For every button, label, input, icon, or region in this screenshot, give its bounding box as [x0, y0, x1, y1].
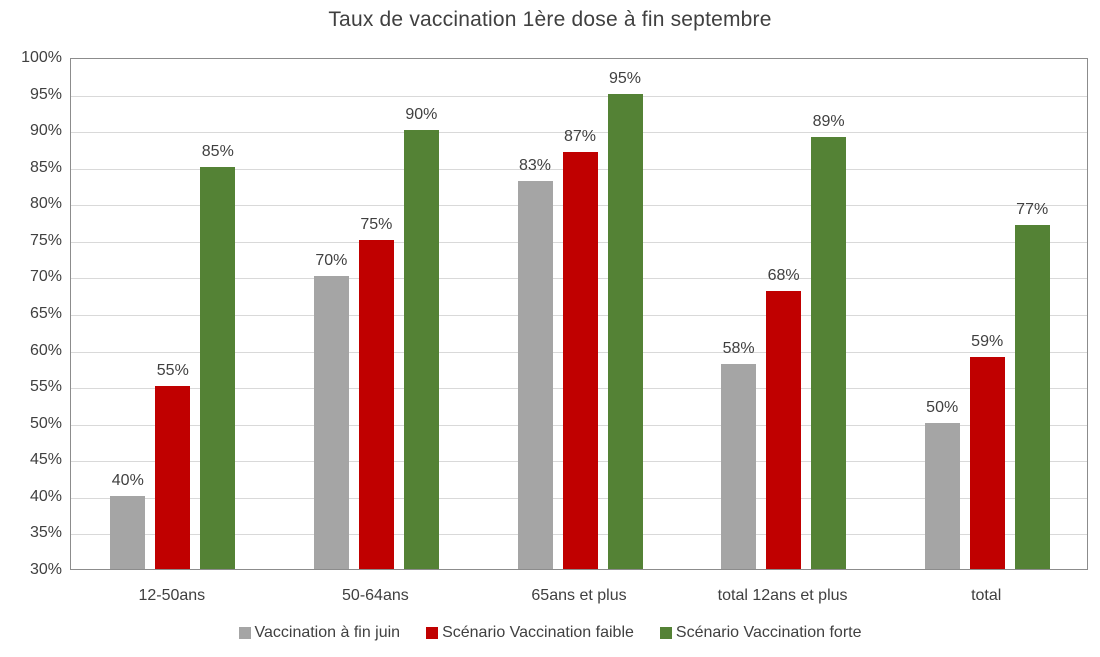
legend-label: Scénario Vaccination forte — [675, 624, 862, 641]
legend-swatch-icon — [238, 627, 251, 639]
chart-title: Taux de vaccination 1ère dose à fin sept… — [328, 8, 772, 31]
y-tick-label: 95% — [29, 85, 62, 103]
legend-swatch-icon — [659, 627, 672, 639]
y-tick-label: 50% — [29, 414, 62, 432]
y-tick-label: 75% — [29, 231, 62, 249]
y-tick-label: 60% — [29, 341, 62, 359]
x-tick-label: total 12ans et plus — [717, 587, 848, 604]
plot-area: 40% 55% 85% 70% 75% 90% 83% 87% 95% 58% 68% 89% 50% 5… — [70, 58, 1088, 570]
data-label: 40% — [111, 471, 144, 489]
bar — [562, 152, 598, 569]
bar — [403, 130, 439, 569]
y-tick-label: 65% — [29, 305, 62, 322]
x-tick-label: 65ans et plus — [531, 587, 627, 604]
bar — [924, 422, 960, 569]
y-tick-label: 70% — [29, 268, 62, 286]
x-tick-label: total — [971, 587, 1002, 604]
data-label: 83% — [518, 157, 552, 175]
data-label: 68% — [767, 267, 800, 285]
y-tick-label: 80% — [29, 195, 62, 213]
y-tick-label: 30% — [29, 561, 62, 578]
data-label: 95% — [608, 69, 642, 87]
legend-label: Vaccination à fin juin — [254, 624, 401, 641]
bar — [110, 495, 146, 569]
bar — [200, 166, 236, 569]
data-label: 90% — [405, 106, 438, 124]
y-tick-label: 85% — [29, 158, 62, 176]
bar — [607, 93, 643, 569]
legend-label: Scénario Vaccination faible — [442, 624, 634, 641]
legend-item: Scénario Vaccination faible — [426, 624, 634, 642]
legend-swatch-icon — [426, 627, 439, 639]
x-tick-label: 12-50ans — [138, 587, 206, 604]
data-label: 89% — [812, 113, 845, 131]
legend: Vaccination à fin juin Scénario Vaccinati… — [0, 624, 1100, 642]
bar — [969, 356, 1005, 569]
y-tick-label: 55% — [29, 378, 62, 396]
x-tick-label: 50-64ans — [342, 587, 409, 604]
data-label: 70% — [315, 252, 348, 270]
legend-item: Scénario Vaccination forte — [659, 624, 862, 642]
data-label: 87% — [563, 128, 597, 146]
data-label: 59% — [971, 332, 1004, 350]
y-tick-label: 45% — [29, 451, 62, 469]
data-label: 55% — [156, 362, 189, 380]
y-tick-label: 40% — [29, 487, 62, 505]
data-label: 77% — [1016, 201, 1049, 219]
data-label: 58% — [722, 340, 755, 358]
y-tick-label: 90% — [29, 122, 62, 140]
y-tick-label: 35% — [29, 524, 62, 542]
bar — [1014, 225, 1050, 569]
bar — [517, 181, 553, 569]
gridline — [71, 132, 1087, 134]
gridline — [71, 95, 1087, 97]
data-label: 85% — [201, 142, 234, 160]
bar — [766, 291, 802, 569]
bar — [313, 276, 349, 569]
legend-item: Vaccination à fin juin — [238, 624, 401, 642]
bar — [155, 386, 191, 569]
bar — [721, 364, 757, 569]
data-label: 50% — [926, 398, 959, 416]
bar — [811, 137, 847, 569]
y-tick-label: 100% — [21, 49, 62, 66]
bar — [358, 239, 394, 569]
data-label: 75% — [360, 215, 393, 233]
